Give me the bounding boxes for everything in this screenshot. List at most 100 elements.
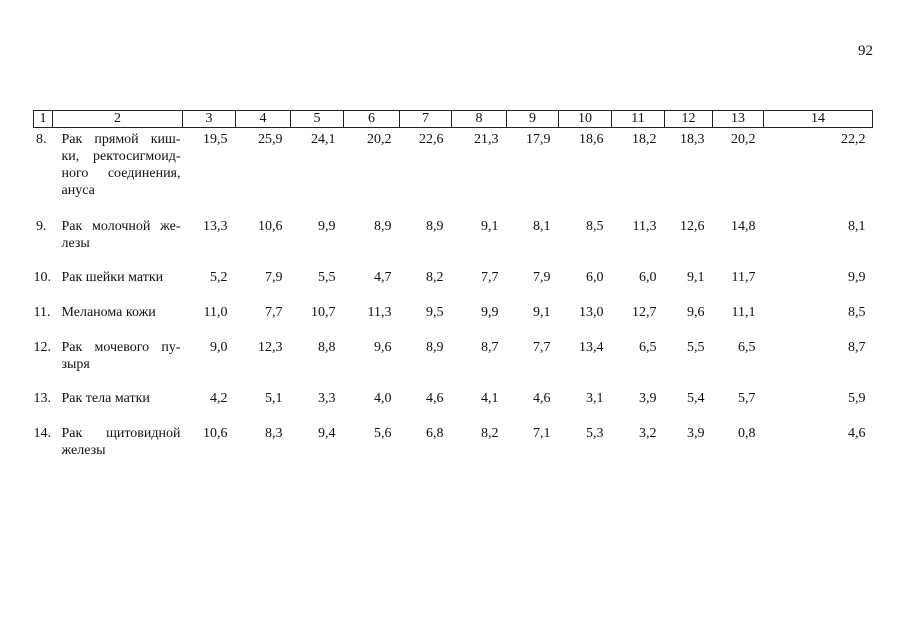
cell-value: 9,5: [426, 304, 444, 320]
cell-value: 7,7: [533, 339, 551, 355]
row-name: Рак мочевого пу-зыря: [61, 339, 181, 372]
column-header-4: 4: [235, 110, 291, 128]
cell-value: 9,9: [318, 218, 336, 234]
cell-value: 3,9: [639, 390, 657, 406]
cell-value: 20,2: [731, 132, 756, 147]
cell-value: 11,1: [731, 304, 756, 320]
cell-value: 9,1: [533, 304, 551, 320]
cell-value: 8,1: [848, 218, 866, 234]
cell-value: 9,0: [210, 339, 228, 355]
cell-value: 18,3: [680, 132, 705, 147]
cell-value: 17,9: [526, 132, 551, 147]
cell-value: 6,5: [738, 339, 756, 355]
cell-value: 22,2: [841, 132, 866, 147]
statistics-table: 1 2 3 4 5 6 7 8 9 10 11 12 13 14 8. Рак прямой киш-ки,…: [33, 110, 873, 473]
page-number: 92: [858, 43, 873, 59]
cell-value: 10,6: [203, 425, 228, 441]
cell-value: 6,8: [426, 425, 444, 441]
column-header-2: 2: [52, 110, 183, 128]
cell-value: 8,5: [848, 304, 866, 320]
cell-value: 6,0: [639, 269, 657, 285]
cell-value: 18,6: [579, 132, 604, 147]
header-row: 1 2 3 4 5 6 7 8 9 10 11 12 13 14: [33, 110, 873, 128]
row-name: Рак шейки матки: [61, 269, 164, 285]
cell-value: 8,9: [426, 218, 444, 234]
cell-value: 12,3: [258, 339, 283, 355]
cell-value: 5,2: [210, 269, 228, 285]
cell-value: 10,7: [311, 304, 336, 320]
cell-value: 4,0: [374, 390, 392, 406]
row-number: 11.: [33, 304, 51, 320]
cell-value: 8,8: [318, 339, 336, 355]
row-name: Рак молочной же-лезы: [61, 218, 181, 251]
cell-value: 9,6: [687, 304, 705, 320]
cell-value: 7,9: [265, 269, 283, 285]
row-number: 8.: [36, 132, 47, 147]
column-header-9: 9: [506, 110, 559, 128]
cell-value: 6,5: [639, 339, 657, 355]
column-header-12: 12: [664, 110, 713, 128]
cell-value: 9,9: [481, 304, 499, 320]
column-header-13: 13: [712, 110, 764, 128]
cell-value: 13,3: [203, 218, 228, 234]
cell-value: 5,4: [687, 390, 705, 406]
cell-value: 4,6: [426, 390, 444, 406]
cell-value: 11,0: [203, 304, 228, 320]
cell-value: 9,1: [687, 269, 705, 285]
cell-value: 3,1: [586, 390, 604, 406]
cell-value: 0,8: [738, 425, 756, 441]
table-row: 11. Меланома кожи 11,0 7,7 10,7 11,3 9,5 9,9 9,1…: [34, 301, 873, 336]
cell-value: 8,2: [426, 269, 444, 285]
cell-value: 4,1: [481, 390, 499, 406]
cell-value: 5,7: [738, 390, 756, 406]
cell-value: 13,4: [579, 339, 604, 355]
cell-value: 8,9: [374, 218, 392, 234]
cell-value: 8,1: [533, 218, 551, 234]
cell-value: 5,3: [586, 425, 604, 441]
cell-value: 14,8: [731, 218, 756, 234]
cell-value: 12,6: [680, 218, 705, 234]
cell-value: 9,1: [481, 218, 499, 234]
row-number: 12.: [33, 339, 52, 355]
table-row: 10. Рак шейки матки 5,2 7,9 5,5 4,7 8,2 7,7 7,9 6…: [34, 266, 873, 301]
table-body: 8. Рак прямой киш-ки, ректосигмоид-ного с…: [34, 128, 873, 473]
table-row: 8. Рак прямой киш-ки, ректосигмоид-ного с…: [34, 128, 873, 215]
cell-value: 9,6: [374, 339, 392, 355]
column-header-7: 7: [399, 110, 452, 128]
column-header-6: 6: [343, 110, 400, 128]
cell-value: 4,6: [533, 390, 551, 406]
cell-value: 5,5: [318, 269, 336, 285]
column-header-10: 10: [558, 110, 612, 128]
table-row: 13. Рак тела матки 4,2 5,1 3,3 4,0 4,6 4,1 4,6 3,…: [34, 387, 873, 422]
row-number: 14.: [33, 425, 52, 441]
cell-value: 7,9: [533, 269, 551, 285]
cell-value: 4,2: [210, 390, 228, 406]
cell-value: 10,6: [258, 218, 283, 234]
cell-value: 9,9: [848, 269, 866, 285]
row-number: 9.: [36, 218, 47, 234]
cell-value: 7,1: [533, 425, 551, 441]
cell-value: 8,7: [481, 339, 499, 355]
table-header: 1 2 3 4 5 6 7 8 9 10 11 12 13 14: [33, 110, 873, 128]
column-header-11: 11: [611, 110, 665, 128]
cell-value: 8,3: [265, 425, 283, 441]
cell-value: 5,5: [687, 339, 705, 355]
cell-value: 5,6: [374, 425, 392, 441]
column-header-1: 1: [33, 110, 53, 128]
cell-value: 25,9: [258, 132, 283, 147]
table-row: 12. Рак мочевого пу-зыря 9,0 12,3 8,8 9,6 8,9 8…: [34, 336, 873, 387]
column-header-14: 14: [763, 110, 873, 128]
row-number: 10.: [33, 269, 52, 285]
cell-value: 3,2: [639, 425, 657, 441]
column-header-3: 3: [182, 110, 236, 128]
cell-value: 8,2: [481, 425, 499, 441]
cell-value: 11,3: [632, 218, 657, 234]
cell-value: 21,3: [474, 132, 499, 147]
cell-value: 4,7: [374, 269, 392, 285]
cell-value: 18,2: [632, 132, 657, 147]
row-name: Рак тела матки: [61, 390, 150, 406]
cell-value: 19,5: [203, 132, 228, 147]
cell-value: 8,9: [426, 339, 444, 355]
cell-value: 24,1: [311, 132, 336, 147]
